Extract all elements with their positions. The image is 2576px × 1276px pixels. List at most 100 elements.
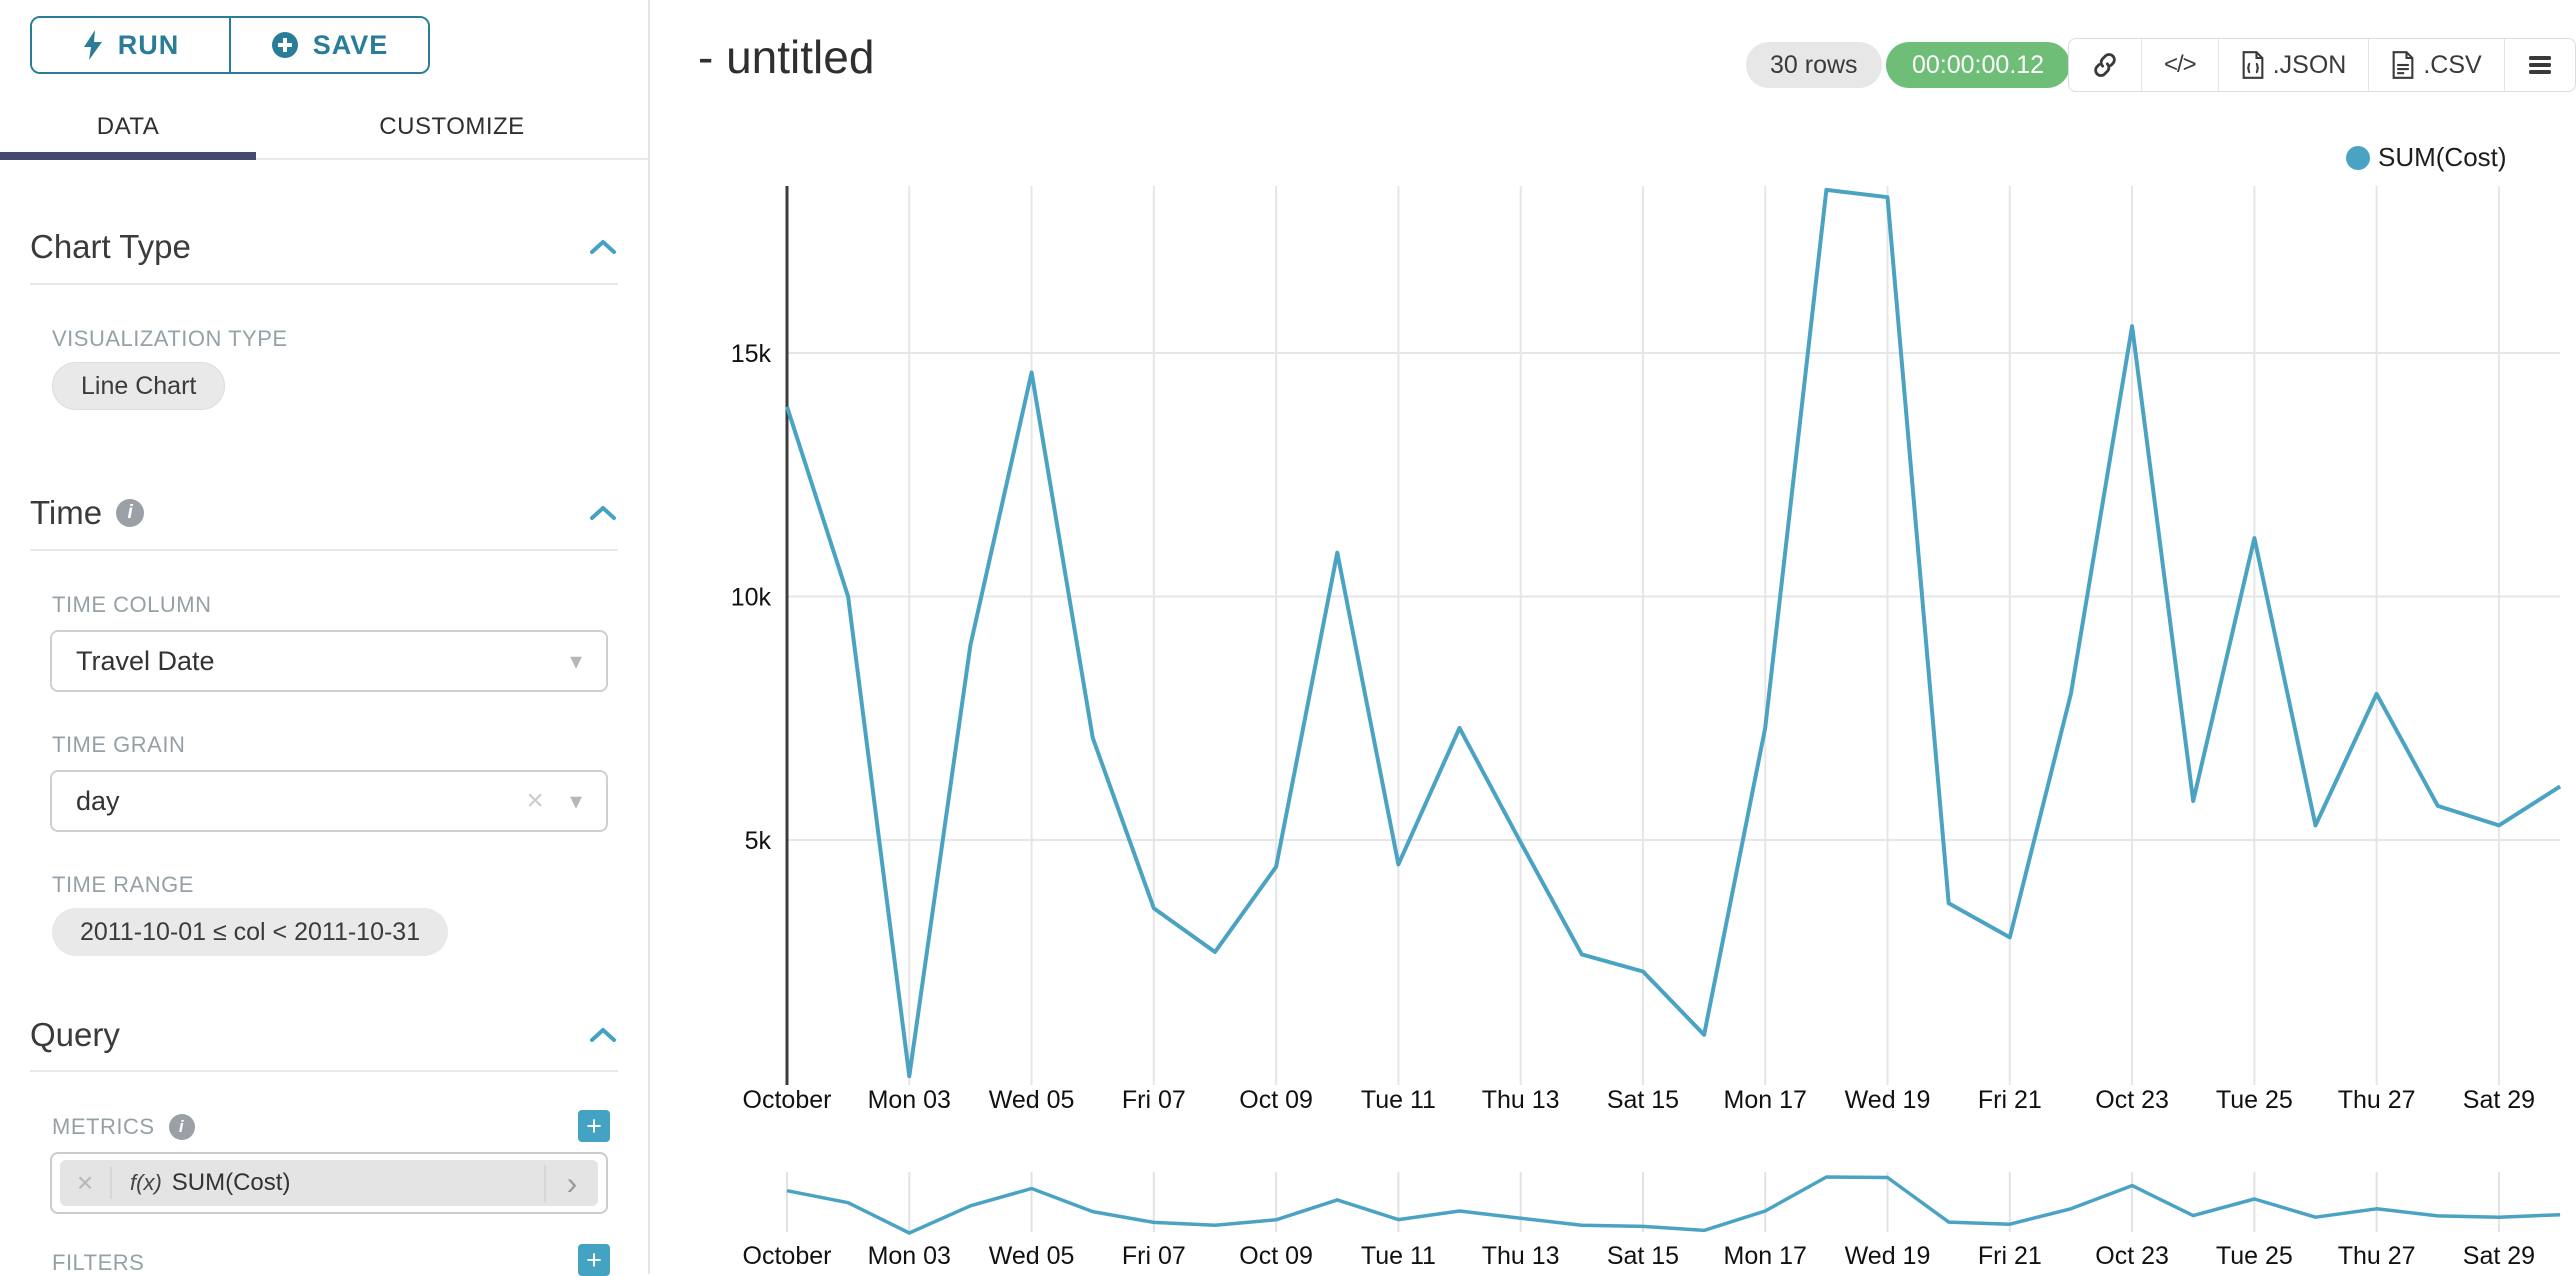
visualization-type-pill[interactable]: Line Chart xyxy=(52,362,226,410)
plus-circle-icon xyxy=(271,32,298,58)
x-axis-tick-label: Wed 05 xyxy=(989,1086,1075,1114)
query-timer-badge: 00:00:00.12 xyxy=(1886,42,2071,88)
time-section-header: Time i xyxy=(30,494,618,532)
function-icon: f(x) xyxy=(130,1170,162,1195)
run-save-button-group: RUN SAVE xyxy=(30,16,430,74)
add-metric-button[interactable]: + xyxy=(578,1110,610,1142)
chart-type-section-header: Chart Type xyxy=(30,228,618,266)
focus-x-axis-tick-label: Thu 27 xyxy=(2338,1242,2416,1270)
focus-x-axis-tick-label: Wed 05 xyxy=(989,1242,1075,1270)
section-divider xyxy=(30,549,618,551)
legend-item-sum-cost[interactable]: SUM(Cost) xyxy=(2346,142,2507,173)
focus-x-axis-tick-label: Tue 11 xyxy=(1361,1242,1436,1270)
collapse-chevron-icon[interactable] xyxy=(588,1025,618,1045)
focus-series-line[interactable] xyxy=(786,1175,2561,1235)
focus-x-axis-tick-label: Sat 15 xyxy=(1607,1242,1679,1270)
export-csv-label: .CSV xyxy=(2423,50,2482,79)
time-title: Time xyxy=(30,494,103,531)
run-button-label: RUN xyxy=(117,29,180,60)
metric-pill[interactable]: × f(x) SUM(Cost) › xyxy=(60,1160,598,1206)
export-json-button[interactable]: .JSON xyxy=(2217,39,2369,91)
control-sidebar: RUN SAVE DATA CUSTOMIZE Chart Type VISUA… xyxy=(0,0,650,1276)
visualization-type-label: VISUALIZATION TYPE xyxy=(52,326,288,351)
time-grain-select[interactable]: day × ▾ xyxy=(50,770,608,832)
y-axis-tick-label: 5k xyxy=(745,827,772,855)
time-range-label: TIME RANGE xyxy=(52,872,194,897)
lightning-bolt-icon xyxy=(83,30,102,60)
metrics-label-row: METRICS i xyxy=(52,1114,195,1140)
remove-metric-icon[interactable]: × xyxy=(60,1167,112,1199)
export-csv-button[interactable]: .CSV xyxy=(2368,39,2503,91)
metric-name: SUM(Cost) xyxy=(171,1169,291,1196)
y-axis-tick-label: 15k xyxy=(731,340,772,368)
collapse-chevron-icon[interactable] xyxy=(588,503,618,523)
x-axis-tick-label: Thu 13 xyxy=(1482,1086,1560,1114)
query-section-header: Query xyxy=(30,1016,618,1054)
time-range-pill[interactable]: 2011-10-01 ≤ col < 2011-10-31 xyxy=(52,908,449,956)
x-axis-tick-label: Sat 29 xyxy=(2463,1086,2535,1114)
x-axis-tick-label: Fri 07 xyxy=(1122,1086,1186,1114)
time-column-select[interactable]: Travel Date ▾ xyxy=(50,630,608,692)
legend-label: SUM(Cost) xyxy=(2378,142,2507,172)
series-line-sum-cost[interactable] xyxy=(785,187,2562,1079)
code-icon: </> xyxy=(2164,51,2197,78)
focus-x-axis-tick-label: Mon 03 xyxy=(868,1242,951,1270)
run-button[interactable]: RUN xyxy=(32,18,229,72)
x-axis-tick-label: Tue 11 xyxy=(1361,1086,1436,1114)
x-axis-tick-label: Thu 27 xyxy=(2338,1086,2416,1114)
tab-customize[interactable]: CUSTOMIZE xyxy=(379,113,525,140)
caret-down-icon[interactable]: ▾ xyxy=(569,647,582,675)
legend-swatch-icon xyxy=(2346,145,2370,170)
collapse-chevron-icon[interactable] xyxy=(588,237,618,257)
focus-x-axis-tick-label: Sat 29 xyxy=(2463,1242,2535,1270)
info-icon: i xyxy=(168,1114,195,1140)
hamburger-menu-icon xyxy=(2528,56,2551,74)
share-link-button[interactable] xyxy=(2069,39,2141,91)
query-title: Query xyxy=(30,1016,120,1053)
focus-x-axis-tick-label: Fri 07 xyxy=(1122,1242,1186,1270)
info-icon: i xyxy=(116,499,145,527)
export-json-label: .JSON xyxy=(2272,50,2347,79)
chart-type-title: Chart Type xyxy=(30,228,191,265)
row-count-badge: 30 rows xyxy=(1746,42,1882,88)
caret-down-icon[interactable]: ▾ xyxy=(569,787,582,815)
file-json-icon xyxy=(2242,51,2264,79)
chart-title[interactable]: - untitled xyxy=(698,31,875,83)
time-grain-value: day xyxy=(76,785,120,816)
section-divider xyxy=(30,1070,618,1072)
focus-x-axis-tick-label: Oct 09 xyxy=(1239,1242,1313,1270)
focus-x-axis-tick-label: Wed 19 xyxy=(1845,1242,1931,1270)
time-column-value: Travel Date xyxy=(76,645,215,676)
x-axis-tick-label: Mon 17 xyxy=(1724,1086,1807,1114)
metric-container: × f(x) SUM(Cost) › xyxy=(50,1152,608,1214)
link-icon xyxy=(2094,53,2116,77)
save-button[interactable]: SAVE xyxy=(229,18,428,72)
file-csv-icon xyxy=(2392,51,2414,79)
clear-icon[interactable]: × xyxy=(526,784,544,817)
section-divider xyxy=(30,283,618,285)
add-filter-button[interactable]: + xyxy=(578,1244,610,1276)
x-axis-tick-label: Fri 21 xyxy=(1978,1086,2042,1114)
x-axis-tick-label: Oct 23 xyxy=(2095,1086,2169,1114)
x-axis-tick-label: Tue 25 xyxy=(2216,1086,2293,1114)
x-axis-tick-label: Mon 03 xyxy=(868,1086,951,1114)
focus-x-axis-tick-label: Thu 13 xyxy=(1482,1242,1560,1270)
chevron-right-icon[interactable]: › xyxy=(544,1164,598,1202)
tab-data[interactable]: DATA xyxy=(96,113,160,140)
filters-label: FILTERS xyxy=(52,1250,145,1275)
y-axis-tick-label: 10k xyxy=(731,584,772,612)
x-axis-tick-label: Wed 19 xyxy=(1845,1086,1931,1114)
focus-x-axis-tick-label: Tue 25 xyxy=(2216,1242,2293,1270)
focus-x-axis-tick-label: Oct 23 xyxy=(2095,1242,2169,1270)
save-button-label: SAVE xyxy=(312,29,389,60)
time-grain-label: TIME GRAIN xyxy=(52,732,186,757)
chart-menu-button[interactable] xyxy=(2503,39,2575,91)
metrics-label: METRICS xyxy=(52,1114,155,1139)
view-query-button[interactable]: </> xyxy=(2141,39,2218,91)
export-toolbar: </> .JSON .CSV xyxy=(2068,38,2576,92)
time-column-label: TIME COLUMN xyxy=(52,592,212,617)
x-axis-tick-label: Sat 15 xyxy=(1607,1086,1679,1114)
active-tab-indicator xyxy=(0,152,256,160)
sidebar-tabs: DATA CUSTOMIZE xyxy=(0,96,648,160)
